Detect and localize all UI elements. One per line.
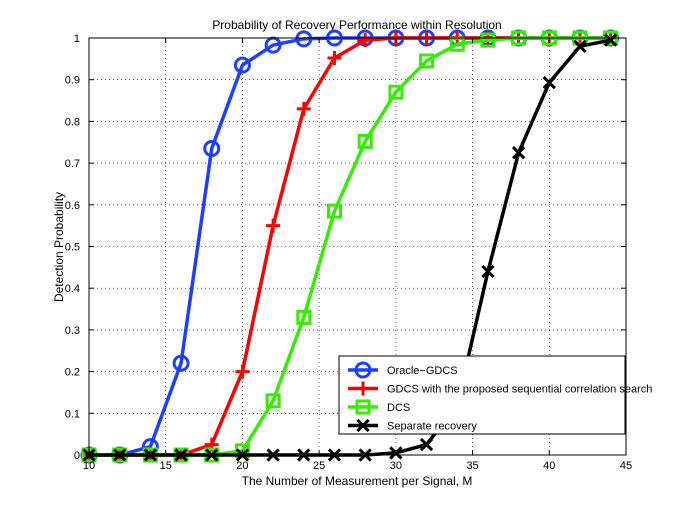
legend-box — [338, 355, 626, 435]
x-tick-label: 35 — [466, 460, 478, 472]
data-point-circle — [233, 56, 251, 74]
y-tick-label: 0.6 — [65, 200, 80, 212]
data-point-x — [573, 39, 587, 54]
y-tick-label: 0.9 — [65, 75, 80, 87]
x-tick-label: 40 — [543, 460, 555, 472]
x-tick-label: 30 — [390, 460, 402, 472]
legend-marker-3 — [356, 418, 370, 433]
x-tick-label: 10 — [83, 460, 95, 472]
data-point-square — [265, 393, 281, 409]
legend-label-0: Oracle−GDCS — [387, 365, 458, 377]
data-point-plus — [296, 101, 311, 116]
y-tick-label: 0.2 — [65, 367, 80, 379]
y-tick-label: 0.7 — [65, 158, 80, 170]
data-point-circle — [203, 140, 221, 158]
legend-label-3: Separate recovery — [387, 421, 477, 433]
data-point-square — [480, 32, 496, 48]
y-tick-label: 0.4 — [65, 283, 80, 295]
y-tick-label: 0.1 — [65, 408, 80, 420]
data-point-circle — [295, 30, 313, 48]
data-point-plus — [235, 364, 250, 379]
data-point-plus — [358, 33, 373, 48]
data-point-square — [296, 309, 312, 325]
x-tick-label: 25 — [313, 460, 325, 472]
data-point-square — [388, 84, 404, 100]
x-tick-label: 20 — [236, 460, 248, 472]
data-point-circle — [172, 354, 190, 372]
legend: Oracle−GDCS GDCS with the proposed sequen… — [338, 355, 652, 435]
data-point-x — [603, 33, 618, 47]
y-tick-label: 1 — [74, 33, 80, 45]
x-tick-label: 45 — [620, 460, 632, 472]
legend-marker-2 — [355, 399, 371, 415]
y-tick-label: 0.5 — [65, 242, 80, 254]
y-tick-label: 0 — [74, 450, 80, 462]
data-point-plus — [266, 218, 281, 233]
y-tick-label: 0.8 — [65, 116, 80, 128]
chart-title: Probability of Recovery Performance with… — [212, 18, 501, 32]
data-point-x — [481, 264, 495, 279]
legend-marker-0 — [354, 361, 372, 379]
data-point-plus — [327, 51, 342, 66]
legend-marker-1 — [356, 381, 370, 396]
legend-label-1: GDCS with the proposed sequential correl… — [387, 384, 652, 396]
data-point-x — [511, 146, 526, 160]
axis-ticks: 10 15 20 25 30 35 40 45 0 0.1 0.2 0.3 0.4 0.5 0.6 0.7 0.… — [65, 33, 632, 472]
legend-label-2: DCS — [387, 402, 410, 414]
data-point-square — [326, 203, 342, 219]
x-axis-label: The Number of Measurement per Signal, M — [242, 474, 473, 488]
y-tick-label: 0.3 — [65, 325, 80, 337]
data-point-square — [419, 53, 435, 69]
data-point-square — [357, 133, 373, 149]
y-axis-label: Detection Probability — [52, 192, 66, 302]
data-point-x — [419, 437, 434, 452]
x-tick-label: 15 — [160, 460, 172, 472]
data-point-x — [542, 75, 556, 90]
